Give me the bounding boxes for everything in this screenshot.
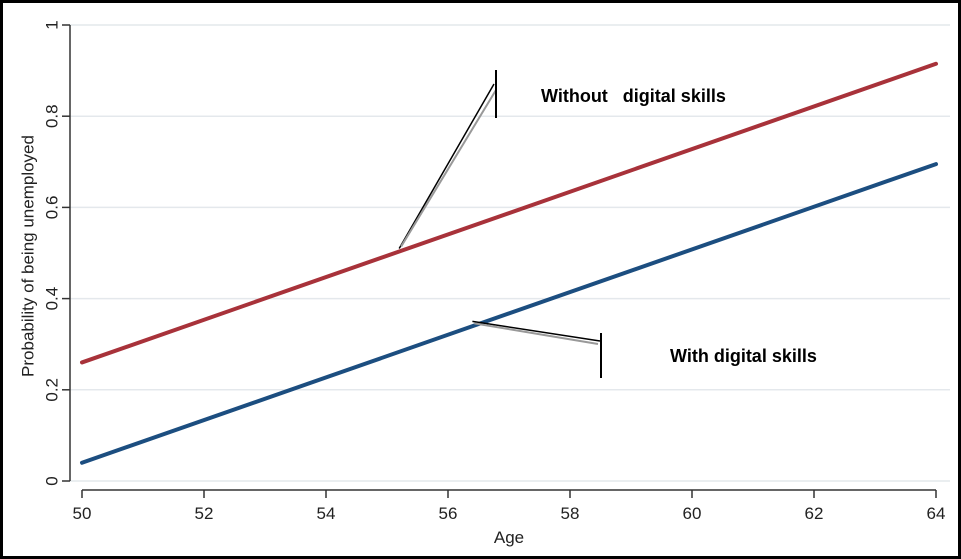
y-tick-label: 0 — [43, 476, 62, 485]
annotation-without-digital-skills: Without digital skills — [541, 86, 726, 106]
x-axis-title: Age — [494, 528, 524, 547]
series-group — [80, 61, 938, 465]
x-tick-label: 50 — [73, 504, 92, 523]
plot-area — [70, 8, 950, 490]
x-tick-label: 64 — [927, 504, 946, 523]
y-tick-label: 0.8 — [43, 104, 62, 128]
x-tick-label: 62 — [805, 504, 824, 523]
callout-leader-shadow — [400, 89, 497, 247]
x-tick-label: 60 — [683, 504, 702, 523]
callout-leader — [398, 83, 495, 249]
x-tick-label: 52 — [195, 504, 214, 523]
callout-leader — [472, 320, 601, 342]
grid-lines — [70, 24, 950, 482]
series-line-with-digital-skills — [80, 162, 938, 465]
axes: 0 0.2 0.4 0.6 0.8 1 50 52 54 56 58 60 62 64 Age Probabi… — [19, 20, 946, 547]
annotations: Without digital skills With digital skill… — [398, 70, 817, 378]
annotation-with-digital-skills: With digital skills — [670, 346, 817, 366]
y-tick-label: 0.2 — [43, 378, 62, 402]
x-tick-label: 54 — [317, 504, 336, 523]
y-tick-label: 0.6 — [43, 196, 62, 220]
series-line-without-digital-skills — [80, 61, 938, 365]
x-tick-label: 58 — [561, 504, 580, 523]
y-axis-title: Probability of being unemployed — [19, 135, 38, 377]
callout-leader-shadow — [474, 322, 599, 345]
y-tick-label: 1 — [43, 20, 62, 29]
y-tick-label: 0.4 — [43, 287, 62, 311]
x-tick-label: 56 — [439, 504, 458, 523]
